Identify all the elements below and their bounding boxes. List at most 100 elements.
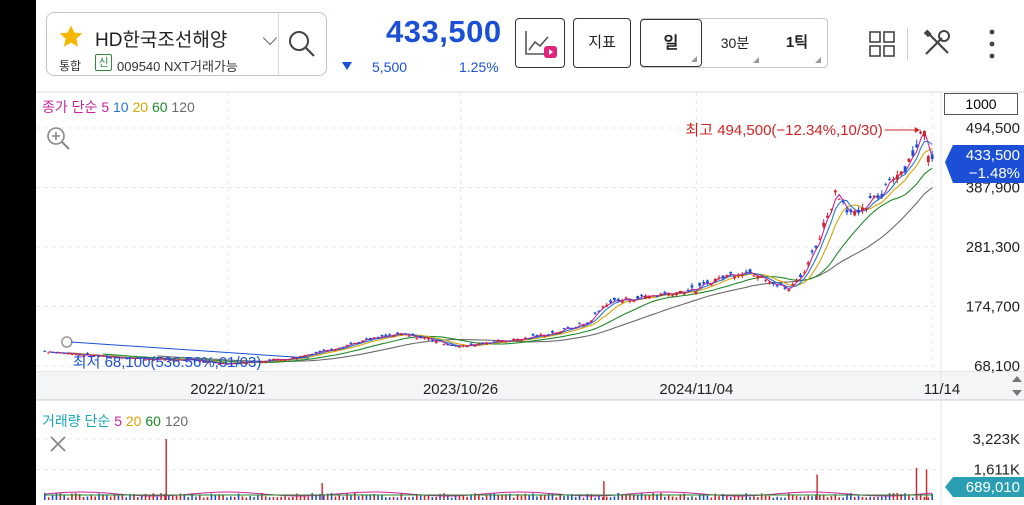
- candle: [206, 362, 209, 364]
- candle: [698, 282, 702, 286]
- candle: [481, 342, 485, 344]
- candle: [562, 328, 566, 330]
- candle: [578, 323, 581, 325]
- scroll-down-icon[interactable]: [1012, 390, 1022, 396]
- candle: [217, 363, 221, 365]
- candle: [496, 340, 500, 342]
- candle: [136, 357, 140, 359]
- timeframe-30min[interactable]: 30분: [720, 35, 750, 51]
- candle: [151, 360, 155, 362]
- candle: [128, 357, 132, 359]
- candle: [458, 346, 461, 348]
- candle: [318, 350, 322, 353]
- candle: [93, 354, 97, 356]
- candle: [895, 174, 899, 180]
- candle: [729, 272, 733, 274]
- divider: [907, 28, 908, 60]
- candle: [837, 198, 841, 200]
- candle: [82, 355, 85, 357]
- legend-vma120: 120: [164, 413, 189, 429]
- candle: [380, 334, 384, 337]
- stock-selector[interactable]: HD한국조선해양 통합 신 009540 NXT거래가능: [46, 12, 327, 76]
- candle: [593, 312, 597, 314]
- min-annotation: 최저 68,100(536.56%,01/03): [73, 354, 262, 371]
- candle: [434, 341, 438, 343]
- candle: [477, 343, 481, 345]
- indicator-button[interactable]: 지표: [573, 18, 631, 68]
- candle: [589, 320, 593, 322]
- star-icon[interactable]: [57, 23, 85, 51]
- zoom-in-icon[interactable]: [46, 126, 72, 152]
- candle: [915, 144, 919, 148]
- candle: [601, 306, 605, 308]
- candle: [399, 334, 403, 336]
- candle: [744, 271, 748, 273]
- candle: [616, 299, 620, 301]
- candle: [713, 278, 717, 282]
- y-tick-label: 174,700: [966, 299, 1020, 316]
- candle: [853, 211, 857, 216]
- y-tick-label: 387,900: [966, 180, 1020, 197]
- tools-icon[interactable]: [922, 28, 952, 58]
- candle: [799, 274, 802, 277]
- candle: [272, 359, 275, 361]
- candle: [132, 358, 136, 360]
- candle: [671, 295, 674, 297]
- candle: [709, 284, 713, 286]
- candle: [628, 300, 632, 302]
- candle: [899, 171, 903, 175]
- more-icon[interactable]: [986, 28, 998, 60]
- candle: [675, 292, 678, 296]
- candle: [361, 340, 364, 342]
- ma20-line: [68, 148, 933, 365]
- candle: [194, 359, 198, 361]
- candle: [806, 262, 810, 265]
- y-tick-label: 3,223K: [972, 431, 1020, 448]
- candle: [279, 359, 283, 361]
- x-tick-label: 11/14: [924, 381, 960, 398]
- candle: [492, 341, 496, 343]
- timeframe-1tick[interactable]: 1틱: [785, 34, 809, 51]
- y-tick-label: 68,100: [974, 358, 1020, 375]
- candle: [182, 360, 186, 362]
- chart-video-button[interactable]: [515, 18, 565, 68]
- candle: [74, 353, 78, 355]
- candle: [341, 347, 345, 349]
- candle: [454, 345, 457, 347]
- candle: [403, 333, 407, 335]
- chart-canvas[interactable]: 494,500 387,900 281,300 174,700 68,100 2022/1…: [36, 0, 1024, 505]
- candle: [264, 361, 268, 363]
- candle: [124, 357, 128, 359]
- grid-icon[interactable]: [868, 30, 896, 58]
- candle: [438, 340, 442, 342]
- candle: [795, 280, 798, 282]
- candle: [512, 338, 516, 341]
- scale-box[interactable]: 1000: [944, 93, 1018, 115]
- candle: [415, 338, 419, 340]
- close-icon[interactable]: [48, 434, 68, 454]
- candle: [888, 178, 891, 181]
- timeframe-selector: 일 30분 1틱: [640, 18, 828, 68]
- legend-ma60: 60: [151, 99, 168, 115]
- candle: [66, 353, 70, 355]
- x-tick-label: 2023/10/26: [423, 381, 498, 398]
- candle: [55, 352, 58, 354]
- candle: [190, 358, 194, 360]
- candle: [101, 355, 105, 357]
- candle: [884, 184, 888, 186]
- last-volume-label: 689,010: [966, 479, 1020, 496]
- candle: [62, 352, 66, 354]
- scroll-up-icon[interactable]: [1012, 376, 1022, 382]
- current-price: 433,500: [386, 14, 502, 49]
- candle: [644, 296, 647, 299]
- candle: [221, 363, 225, 365]
- candle: [241, 361, 244, 363]
- candle: [585, 322, 589, 324]
- candle: [539, 334, 543, 336]
- legend-ma120: 120: [171, 99, 195, 115]
- search-icon[interactable]: [287, 29, 317, 59]
- timeframe-day[interactable]: 일: [640, 19, 702, 67]
- candle: [876, 195, 880, 199]
- divider: [278, 13, 279, 75]
- candle: [686, 290, 690, 292]
